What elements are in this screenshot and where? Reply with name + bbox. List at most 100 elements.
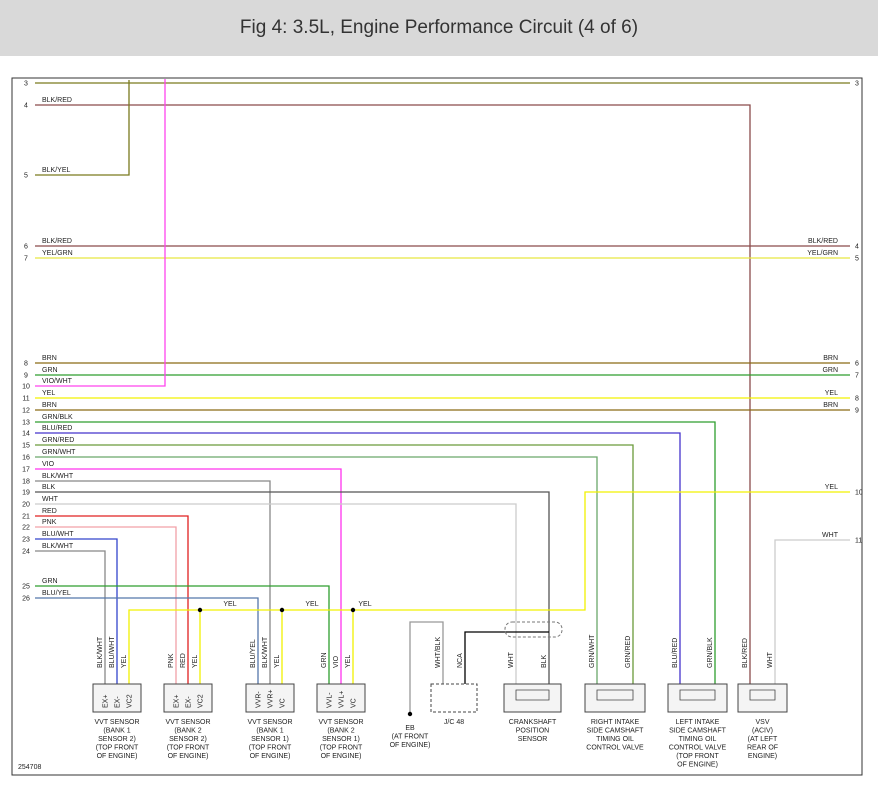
bus-label: YEL xyxy=(223,601,236,608)
left-pin: 7 xyxy=(24,256,28,263)
pin-label: VVR- xyxy=(256,691,263,708)
wire xyxy=(409,621,444,712)
left-pin: 13 xyxy=(22,420,30,427)
component-wire-label: GRN/WHT xyxy=(589,634,596,668)
pin-label: EX- xyxy=(186,696,193,708)
wire-label: BLU/YEL xyxy=(42,590,71,597)
component-box xyxy=(584,683,646,713)
component-wire-label: BLK xyxy=(541,654,548,668)
left-pin: 23 xyxy=(22,537,30,544)
component-name: (TOP FRONT xyxy=(676,753,719,760)
left-pin: 12 xyxy=(22,408,30,415)
right-pin: 4 xyxy=(855,244,859,251)
wire-label: YEL/GRN xyxy=(807,250,838,257)
component-name: VVT SENSOR xyxy=(319,719,364,726)
left-pin: 19 xyxy=(22,490,30,497)
wire-label: GRN/BLK xyxy=(42,414,73,421)
wire xyxy=(464,631,505,684)
wire xyxy=(35,432,681,684)
component-wire-label: RED xyxy=(180,653,187,668)
component-name: OF ENGINE) xyxy=(677,762,718,769)
right-pin: 6 xyxy=(855,361,859,368)
wire xyxy=(35,79,166,387)
component-symbol xyxy=(596,689,634,701)
wire-label: WHT xyxy=(822,532,839,539)
left-pin: 18 xyxy=(22,479,30,486)
component-name: CRANKSHAFT xyxy=(509,719,557,726)
header-title: Fig 4: 3.5L, Engine Performance Circuit … xyxy=(0,0,878,56)
left-pin: 25 xyxy=(22,584,30,591)
component-wire-label: PNK xyxy=(168,653,175,668)
wire-label: BRN xyxy=(42,355,57,362)
component-name: VVT SENSOR xyxy=(95,719,140,726)
bus-label: YEL xyxy=(358,601,371,608)
component-name: (BANK 1 xyxy=(103,728,130,735)
component-name: OF ENGINE) xyxy=(168,753,209,760)
component-name: VSV xyxy=(755,719,769,726)
wire-label: GRN/RED xyxy=(42,437,74,444)
wire-label: VIO/WHT xyxy=(42,378,73,385)
figure-id: 254708 xyxy=(18,764,41,771)
left-pin: 10 xyxy=(22,384,30,391)
component-wire-label: BLK/WHT xyxy=(97,636,104,668)
component-wire-label: VIO xyxy=(333,655,340,668)
left-pin: 4 xyxy=(24,103,28,110)
component-symbol xyxy=(749,689,776,701)
wire xyxy=(35,597,259,684)
wire-label: BLK/WHT xyxy=(42,543,74,550)
splice xyxy=(197,607,203,613)
left-pin: 3 xyxy=(24,81,28,88)
component-wire-label: YEL xyxy=(121,655,128,668)
component-name: RIGHT INTAKE xyxy=(591,719,640,726)
wire-label: PNK xyxy=(42,519,57,526)
component-name: REAR OF xyxy=(747,745,778,752)
component-wire-label: GRN xyxy=(321,652,328,668)
component-name: SENSOR 1) xyxy=(322,736,360,743)
left-pin: 14 xyxy=(22,431,30,438)
wire-label: GRN xyxy=(42,367,58,374)
wire xyxy=(35,80,130,176)
wire-label: BRN xyxy=(823,355,838,362)
shield xyxy=(504,621,563,638)
wire-label: BLK/RED xyxy=(42,97,72,104)
right-pin: 5 xyxy=(855,256,859,263)
wire xyxy=(35,526,177,684)
splice xyxy=(279,607,285,613)
left-pin: 16 xyxy=(22,455,30,462)
ground-dot xyxy=(407,711,413,717)
left-pin: 9 xyxy=(24,373,28,380)
left-pin: 20 xyxy=(22,502,30,509)
wire-label: GRN xyxy=(42,578,58,585)
component-name: (BANK 2 xyxy=(174,728,201,735)
component-name: SENSOR 2) xyxy=(98,736,136,743)
component-name: POSITION xyxy=(516,728,549,735)
component-name: CONTROL VALVE xyxy=(669,745,727,752)
component-name: OF ENGINE) xyxy=(250,753,291,760)
component-box xyxy=(503,683,562,713)
component-box xyxy=(667,683,728,713)
wire-label: BLU/RED xyxy=(42,425,72,432)
wire-label: WHT xyxy=(42,496,59,503)
component-wire-label: GRN/RED xyxy=(625,636,632,668)
wire-label: YEL xyxy=(825,390,838,397)
pin-label: EX- xyxy=(115,696,122,708)
component-symbol xyxy=(515,689,550,701)
wire xyxy=(128,491,850,684)
ground-name: (AT FRONT xyxy=(392,734,429,741)
component-name: VVT SENSOR xyxy=(166,719,211,726)
wire-label: BRN xyxy=(42,402,57,409)
junction-box xyxy=(430,683,478,713)
component-box xyxy=(737,683,788,713)
component-wire-label: WHT/BLK xyxy=(435,637,442,668)
component-box xyxy=(316,683,366,713)
left-pin: 21 xyxy=(22,514,30,521)
wire xyxy=(35,421,716,684)
component-name: (TOP FRONT xyxy=(320,745,363,752)
wire xyxy=(35,538,118,684)
wire xyxy=(35,104,751,684)
ground-name: OF ENGINE) xyxy=(390,742,431,749)
left-pin: 11 xyxy=(22,396,29,403)
wire xyxy=(35,480,271,684)
pin-label: VVR+ xyxy=(268,690,275,708)
